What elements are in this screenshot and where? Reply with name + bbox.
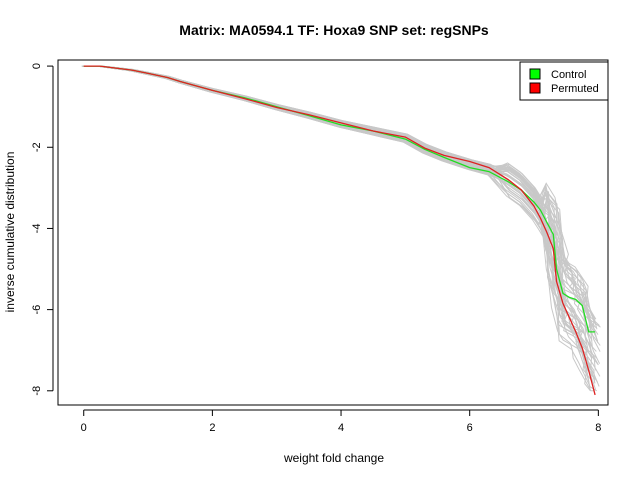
series-lines: [83, 65, 596, 396]
legend-box: [519, 61, 609, 101]
background-run-line: [81, 65, 593, 341]
x-tick-label: 2: [209, 422, 215, 434]
legend-swatch: [529, 68, 541, 80]
y-axis-label: inverse cumulative distribution: [3, 152, 17, 313]
y-tick-label: -6: [31, 305, 43, 315]
chart-title: Matrix: MA0594.1 TF: Hoxa9 SNP set: regS…: [179, 22, 489, 38]
y-tick-label: -8: [31, 386, 43, 396]
y-tick-label: -2: [31, 142, 43, 152]
axes: 0 2 4 6 8 0 -2 -4 -6 -8: [31, 59, 609, 434]
legend-swatch: [529, 82, 541, 94]
legend-label: Permuted: [551, 83, 599, 95]
legend: Control Permuted: [519, 61, 609, 101]
y-tick-label: 0: [31, 63, 43, 69]
series-line-permuted: [83, 65, 596, 396]
x-tick-label: 6: [467, 422, 473, 434]
y-tick-label: -4: [31, 224, 43, 234]
x-tick-label: 0: [81, 422, 87, 434]
x-tick-label: 8: [595, 422, 601, 434]
plot-box: [57, 59, 609, 406]
legend-label: Control: [551, 69, 586, 81]
x-axis-label: weight fold change: [283, 451, 384, 465]
x-tick-label: 4: [338, 422, 344, 434]
background-run-line: [85, 65, 593, 348]
